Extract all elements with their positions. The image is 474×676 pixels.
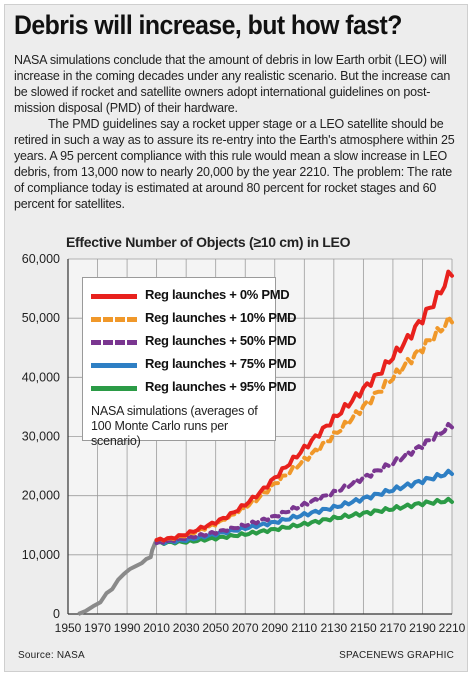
chart-legend: Reg launches + 0% PMD Reg launches + 10%… <box>82 277 297 448</box>
x-tick-label: 1950 <box>55 621 82 635</box>
legend-swatch <box>91 386 137 391</box>
chart-title: Effective Number of Objects (≥10 cm) in … <box>66 234 351 250</box>
y-tick-label: 50,000 <box>22 311 60 325</box>
paragraph-intro: NASA simulations conclude that the amoun… <box>14 53 451 115</box>
legend-label: Reg launches + 75% PMD <box>145 356 297 371</box>
x-tick-label: 2010 <box>143 621 170 635</box>
x-tick-label: 2030 <box>173 621 200 635</box>
legend-swatch <box>91 294 137 299</box>
x-tick-label: 2190 <box>409 621 436 635</box>
y-tick-label: 0 <box>53 607 60 621</box>
series-line-2 <box>154 422 454 546</box>
legend-label: Reg launches + 95% PMD <box>145 379 297 394</box>
legend-swatch <box>91 363 137 368</box>
y-tick-label: 20,000 <box>22 489 60 503</box>
legend-item-95pmd: Reg launches + 95% PMD <box>91 378 297 400</box>
axes <box>67 259 452 615</box>
y-tick-labels: 0 10,000 20,000 30,000 40,000 50,000 60,000 <box>22 252 60 621</box>
x-tick-label: 2090 <box>261 621 288 635</box>
legend-label: Reg launches + 0% PMD <box>145 287 290 302</box>
x-tick-label: 1970 <box>84 621 111 635</box>
article-text: NASA simulations conclude that the amoun… <box>14 52 462 212</box>
x-tick-label: 2210 <box>439 621 466 635</box>
paragraph-pmd: The PMD guidelines say a rocket upper st… <box>14 117 455 211</box>
legend-item-75pmd: Reg launches + 75% PMD <box>91 355 297 377</box>
y-tick-label: 60,000 <box>22 252 60 266</box>
legend-item-0pmd: Reg launches + 0% PMD <box>91 286 290 308</box>
x-tick-label: 2110 <box>291 621 317 635</box>
legend-item-10pmd: Reg launches + 10% PMD <box>91 309 297 331</box>
y-tick-label: 40,000 <box>22 370 60 384</box>
legend-label: Reg launches + 50% PMD <box>145 333 297 348</box>
history-line <box>77 539 159 616</box>
graphic-credit: SPACENEWS GRAPHIC <box>339 650 454 661</box>
x-tick-label: 2070 <box>232 621 259 635</box>
x-tick-label: 2170 <box>380 621 407 635</box>
legend-label: Reg launches + 10% PMD <box>145 310 297 325</box>
legend-note: NASA simulations (averages of 100 Monte … <box>91 404 258 448</box>
x-tick-labels: 1950 1970 1990 2010 2030 2050 2070 2090 2110 2130… <box>55 621 466 635</box>
page-title: Debris will increase, but how fast? <box>14 10 402 40</box>
series-lines <box>77 269 454 616</box>
legend-item-50pmd: Reg launches + 50% PMD <box>91 332 297 354</box>
legend-swatch <box>91 317 137 322</box>
series-line-4 <box>154 496 454 546</box>
series-line-0 <box>154 269 454 543</box>
x-tick-label: 2050 <box>202 621 229 635</box>
legend-swatch <box>91 340 137 345</box>
x-tick-label: 1990 <box>114 621 141 635</box>
x-tick-label: 2130 <box>320 621 347 635</box>
y-tick-label: 10,000 <box>22 548 60 562</box>
x-tick-label: 2150 <box>350 621 377 635</box>
y-tick-label: 30,000 <box>22 430 60 444</box>
source-credit: Source: NASA <box>18 650 85 661</box>
